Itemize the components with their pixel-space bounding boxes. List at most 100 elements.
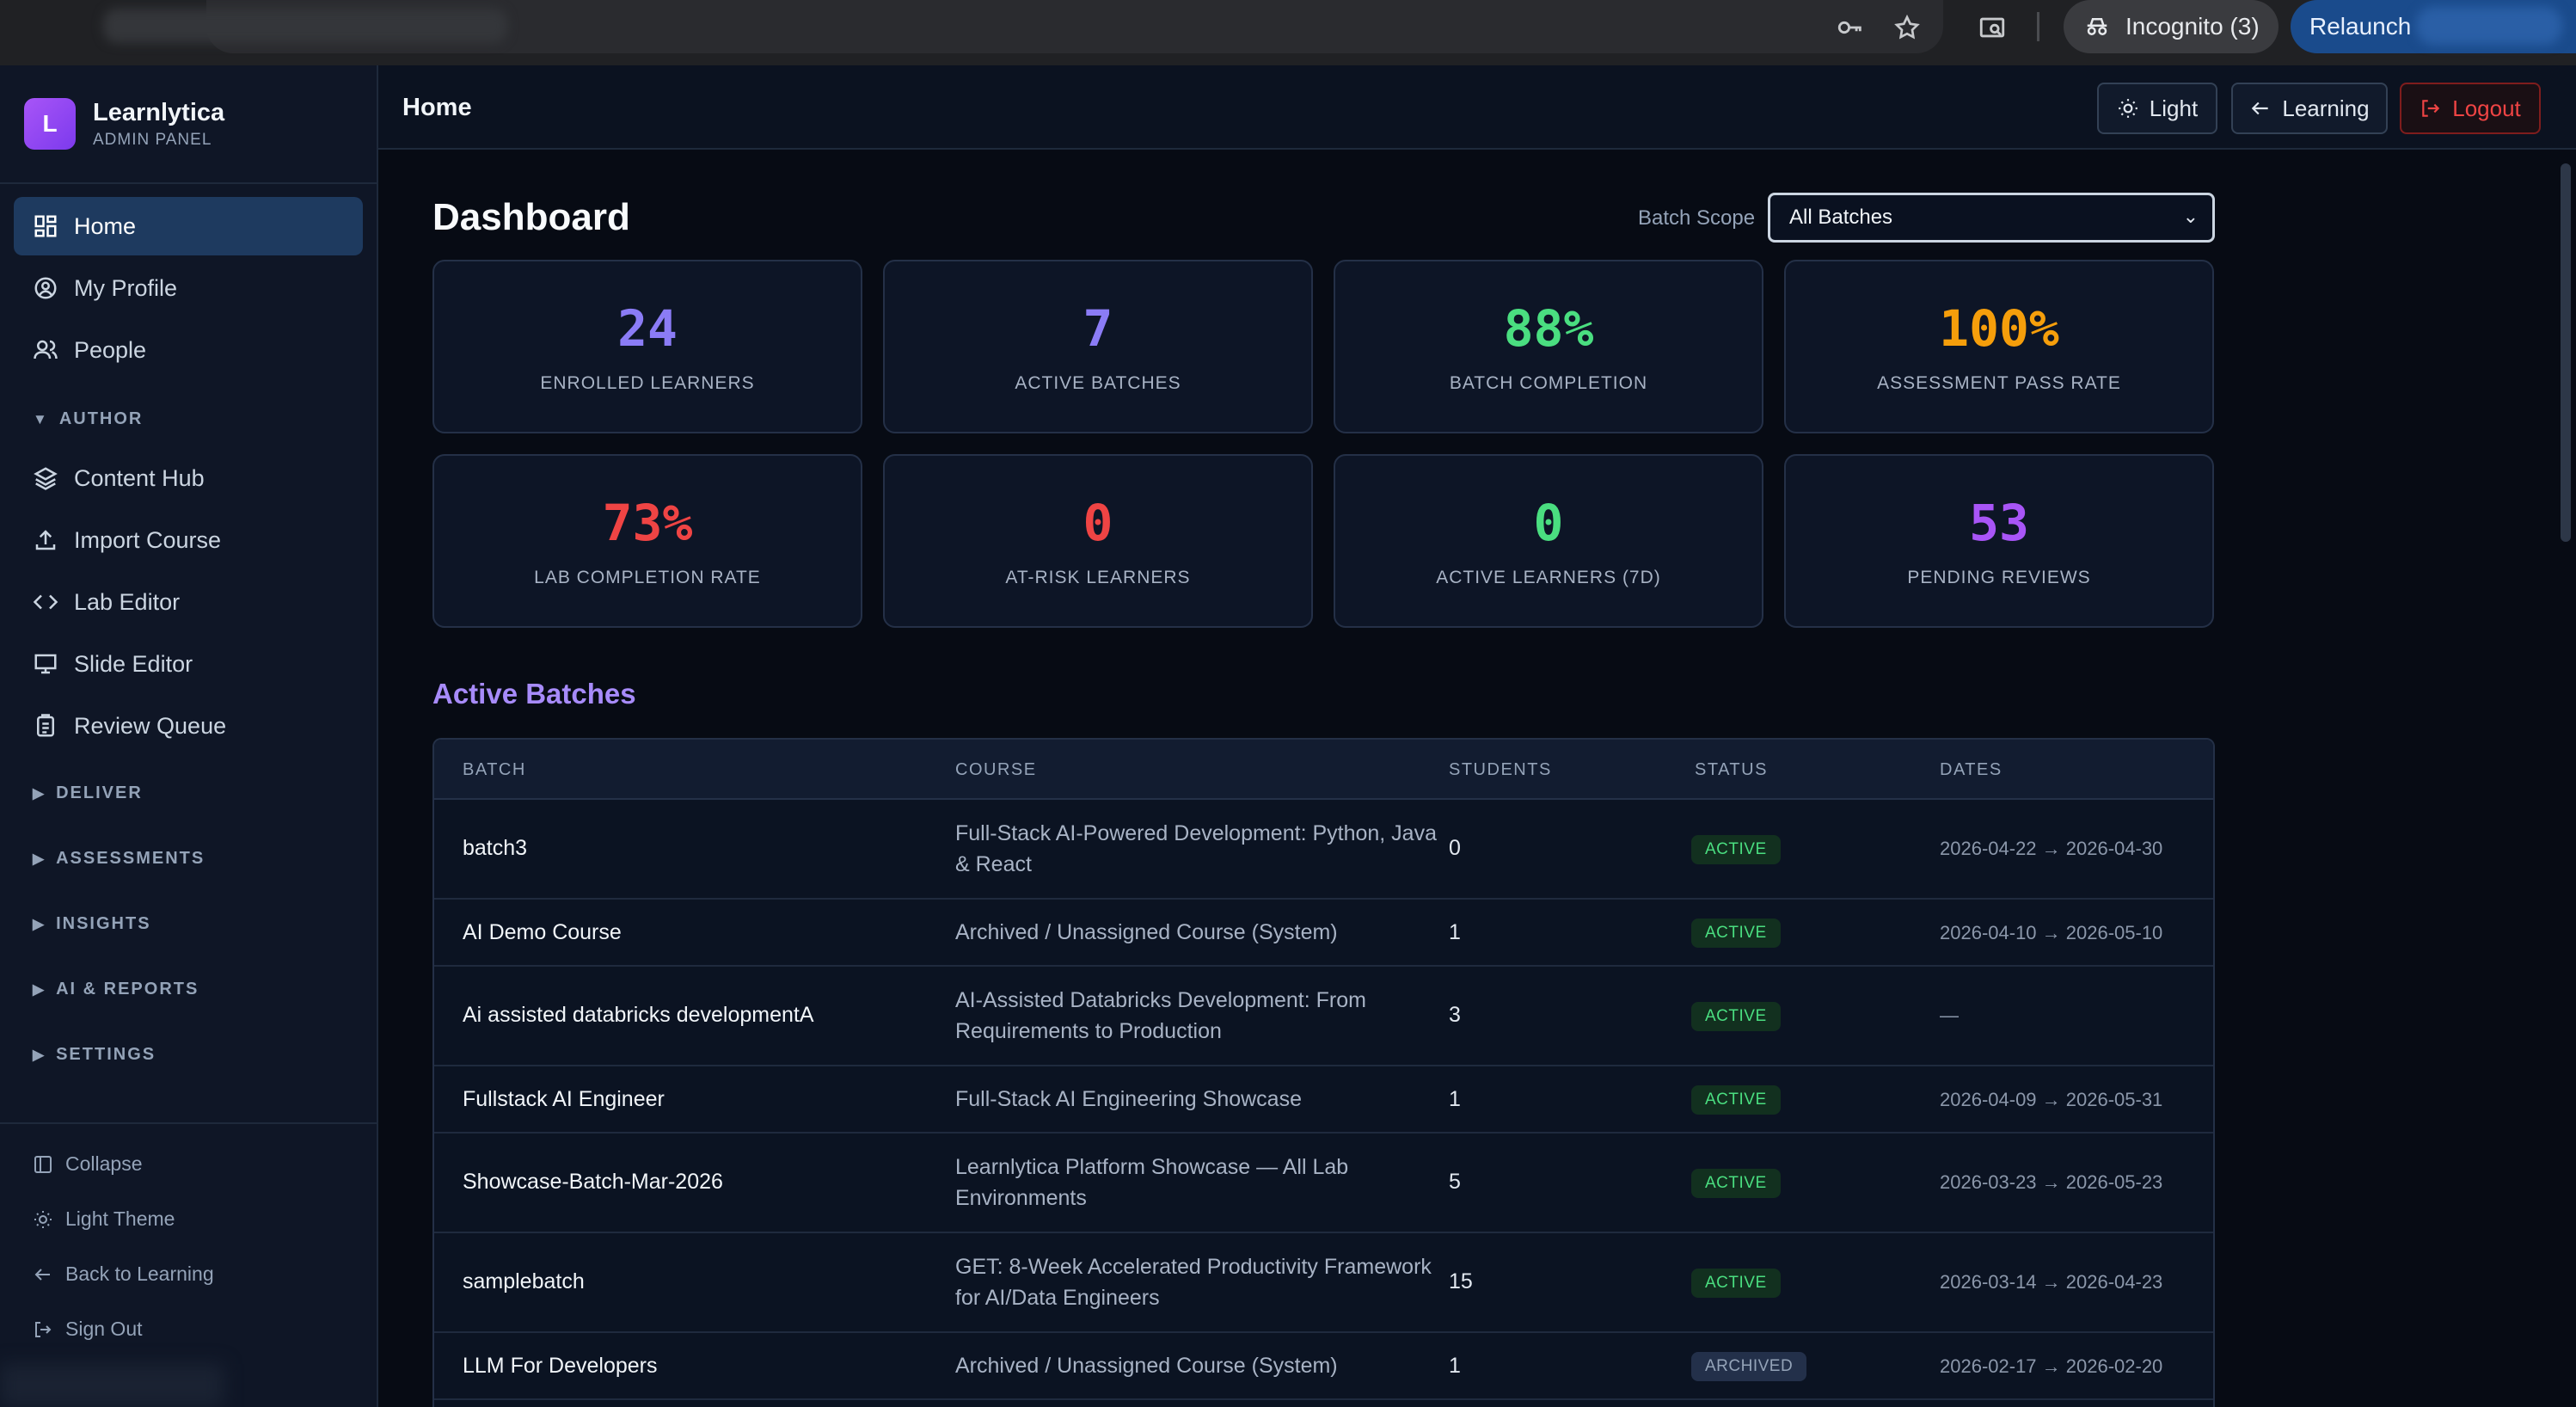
stat-card-lab-completion-rate: 73% LAB COMPLETION RATE [432, 454, 862, 628]
section-deliver[interactable]: ▶ DELIVER [33, 783, 143, 803]
course-name: Full-Stack AI Engineering Showcase [955, 1087, 1302, 1111]
caret-right-icon: ▶ [33, 784, 46, 802]
table-row[interactable]: AI Demo Course Archived / Unassigned Cou… [434, 900, 2213, 967]
sidebar-item-lab-editor[interactable]: Lab Editor [14, 573, 363, 631]
section-label: AI & REPORTS [56, 980, 199, 998]
top-bar: Home Light Learning Logout [378, 65, 2576, 150]
sidebar-item-content-hub[interactable]: Content Hub [14, 449, 363, 507]
incognito-indicator[interactable]: Incognito (3) [2064, 0, 2279, 53]
table-row[interactable]: Showcase-Batch-Mar-2026 Learnlytica Plat… [434, 1134, 2213, 1233]
blurred-region [2416, 7, 2562, 45]
sidebar-item-label: Lab Editor [74, 588, 181, 615]
logout-button[interactable]: Logout [2400, 83, 2541, 134]
stat-card-assessment-pass-rate: 100% ASSESSMENT PASS RATE [1784, 260, 2214, 433]
learning-button[interactable]: Learning [2231, 83, 2388, 134]
column-header-status[interactable]: STATUS [1695, 760, 1768, 779]
divider [2037, 12, 2039, 41]
section-label: DELIVER [56, 783, 143, 802]
sidebar-item-people[interactable]: People [14, 321, 363, 379]
column-header-course[interactable]: COURSE [955, 760, 1037, 779]
caret-right-icon: ▶ [33, 850, 46, 867]
status-badge: ACTIVE [1691, 1002, 1781, 1031]
back-to-learning-label: Back to Learning [65, 1263, 214, 1285]
star-icon[interactable] [1890, 10, 1924, 45]
user-circle-icon [34, 277, 57, 299]
caret-right-icon: ▶ [33, 980, 46, 998]
collapse-button[interactable]: Collapse [33, 1152, 143, 1176]
status-badge: ACTIVE [1691, 1269, 1781, 1298]
presentation-icon [34, 654, 57, 674]
section-insights[interactable]: ▶ INSIGHTS [33, 914, 151, 934]
divider [0, 182, 377, 184]
sidebar-collapse-icon [34, 1155, 52, 1173]
student-count: 1 [1449, 920, 1461, 944]
column-header-dates[interactable]: DATES [1940, 760, 2003, 779]
sidebar-item-label: Content Hub [74, 464, 205, 491]
batch-dates: — [1940, 1005, 1959, 1026]
tab-search-icon[interactable] [1975, 10, 2009, 45]
sidebar-item-review-queue[interactable]: Review Queue [14, 697, 363, 755]
light-theme-button[interactable]: Light Theme [33, 1207, 175, 1231]
section-assessments[interactable]: ▶ ASSESSMENTS [33, 849, 205, 869]
section-label: INSIGHTS [56, 914, 151, 933]
sign-out-icon [35, 1321, 52, 1337]
light-theme-label: Light Theme [65, 1207, 175, 1230]
column-header-students[interactable]: STUDENTS [1449, 760, 1552, 779]
table-row[interactable]: samplebatch GET: 8-Week Accelerated Prod… [434, 1233, 2213, 1333]
grid-icon [34, 215, 57, 237]
caret-down-icon: ▼ [33, 410, 49, 427]
section-author[interactable]: ▼ AUTHOR [33, 409, 143, 429]
batch-name: LLM For Developers [463, 1354, 658, 1378]
users-icon [34, 340, 58, 359]
sidebar-item-my-profile[interactable]: My Profile [14, 259, 363, 317]
brand[interactable]: L Learnlytica ADMIN PANEL [24, 98, 224, 150]
section-label: AUTHOR [58, 409, 144, 428]
batch-name: samplebatch [463, 1269, 585, 1293]
back-to-learning-link[interactable]: Back to Learning [33, 1263, 214, 1286]
brand-name: Learnlytica [93, 98, 225, 126]
light-mode-button[interactable]: Light [2097, 83, 2217, 134]
chevron-down-icon: ⌄ [2182, 206, 2199, 227]
column-header-batch[interactable]: BATCH [463, 760, 526, 779]
sidebar-item-home[interactable]: Home [14, 197, 363, 255]
batch-dates: 2026-04-10 → 2026-05-10 [1940, 922, 2163, 943]
sidebar-item-import-course[interactable]: Import Course [14, 511, 363, 569]
caret-right-icon: ▶ [33, 915, 46, 932]
sidebar-item-label: Slide Editor [74, 650, 193, 677]
stat-label: PENDING REVIEWS [1907, 568, 2091, 587]
page-title: Home [402, 94, 472, 121]
sidebar-item-label: Import Course [74, 526, 222, 553]
table-row[interactable]: Fullstack AI Engineer Full-Stack AI Engi… [434, 1066, 2213, 1134]
logout-label: Logout [2452, 95, 2521, 121]
student-count: 3 [1449, 1003, 1461, 1027]
sidebar: L Learnlytica ADMIN PANEL Home My Profil… [0, 65, 378, 1407]
course-name: Learnlytica Platform Showcase — All Lab … [955, 1155, 1349, 1210]
stat-label: ACTIVE LEARNERS (7D) [1436, 568, 1661, 587]
arrow-left-icon [2252, 101, 2269, 115]
divider [0, 1122, 377, 1124]
table-row[interactable]: LLM For Developers Archived / Unassigned… [434, 1333, 2213, 1400]
sign-out-button[interactable]: Sign Out [33, 1318, 143, 1341]
upload-icon [35, 530, 56, 550]
clipboard-icon [37, 714, 54, 737]
status-badge: ACTIVE [1691, 1169, 1781, 1198]
status-badge: ACTIVE [1691, 1085, 1781, 1115]
stat-label: AT-RISK LEARNERS [1005, 568, 1191, 587]
sidebar-item-slide-editor[interactable]: Slide Editor [14, 635, 363, 693]
table-row[interactable]: batch3 Full-Stack AI-Powered Development… [434, 800, 2213, 900]
course-name: AI-Assisted Databricks Development: From… [955, 988, 1366, 1043]
batch-scope-select[interactable]: All Batches ⌄ [1768, 193, 2215, 243]
stat-card-active-batches: 7 ACTIVE BATCHES [883, 260, 1313, 433]
scrollbar[interactable] [2561, 163, 2571, 542]
blurred-tab [103, 9, 507, 43]
section-settings[interactable]: ▶ SETTINGS [33, 1045, 156, 1065]
section-ai-reports[interactable]: ▶ AI & REPORTS [33, 980, 199, 999]
stat-label: LAB COMPLETION RATE [534, 568, 761, 587]
sun-icon [2118, 99, 2137, 118]
key-icon[interactable] [1833, 10, 1868, 45]
stat-label: BATCH COMPLETION [1449, 373, 1648, 393]
course-name: Archived / Unassigned Course (System) [955, 920, 1338, 944]
stat-card-enrolled-learners: 24 ENROLLED LEARNERS [432, 260, 862, 433]
table-row[interactable]: Ai assisted databricks developmentA AI-A… [434, 967, 2213, 1066]
light-label: Light [2149, 95, 2199, 121]
